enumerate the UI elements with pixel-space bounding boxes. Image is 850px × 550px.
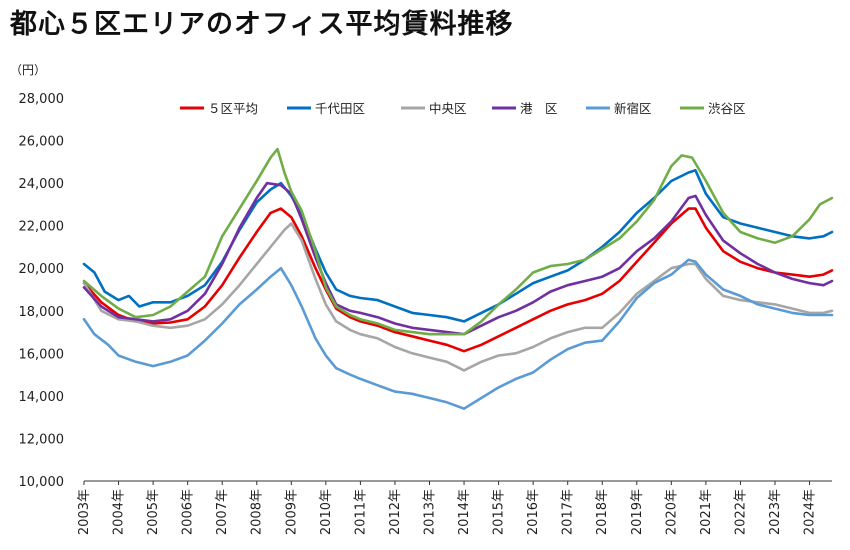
x-tick-label: 2016年 [526, 489, 541, 535]
series-lines [82, 147, 834, 410]
chart-title: 都心５区エリアのオフィス平均賃料推移 [10, 9, 514, 40]
legend-label: ５区平均 [208, 101, 258, 116]
series-line [82, 181, 834, 336]
y-tick-label: 24,000 [19, 177, 65, 192]
y-axis-unit-label: （円） [10, 63, 46, 77]
y-tick-label: 22,000 [19, 220, 65, 235]
y-tick-label: 18,000 [19, 305, 65, 320]
x-tick-label: 2013年 [422, 489, 437, 535]
x-tick-label: 2007年 [215, 489, 230, 535]
x-tick-label: 2012年 [388, 489, 403, 535]
y-tick-label: 14,000 [19, 390, 65, 405]
x-tick-label: 2018年 [595, 489, 610, 535]
x-tick-label: 2006年 [181, 489, 196, 535]
y-tick-label: 28,000 [19, 92, 65, 107]
y-axis-ticks: 10,000 12,000 14,000 16,000 18,000 20,000 22,0… [19, 92, 65, 490]
x-tick-label: 2023年 [768, 489, 783, 535]
series-line [82, 207, 834, 353]
y-tick-label: 20,000 [19, 262, 65, 277]
series-line [82, 147, 834, 336]
series-line [82, 222, 834, 372]
x-tick-label: 2008年 [250, 489, 265, 535]
x-tick-label: 2015年 [492, 489, 507, 535]
x-tick-label: 2019年 [630, 489, 645, 535]
x-tick-label: 2020年 [664, 489, 679, 535]
y-tick-label: 12,000 [19, 432, 65, 447]
x-tick-label: 2005年 [146, 489, 161, 535]
x-tick-label: 2010年 [319, 489, 334, 535]
x-tick-label: 2011年 [353, 489, 368, 535]
x-tick-label: 2017年 [561, 489, 576, 535]
y-tick-label: 10,000 [19, 475, 65, 490]
legend: ５区平均 千代田区 中央区 港 区 新宿区 渋谷区 [180, 101, 746, 116]
legend-label: 渋谷区 [708, 101, 746, 116]
x-tick-label: 2003年 [77, 489, 92, 535]
x-tick-label: 2009年 [284, 489, 299, 535]
legend-label: 中央区 [429, 101, 467, 116]
legend-label: 港 区 [520, 101, 558, 116]
legend-label: 千代田区 [315, 101, 365, 116]
y-tick-label: 26,000 [19, 135, 65, 150]
legend-label: 新宿区 [614, 101, 652, 116]
x-tick-label: 2022年 [733, 489, 748, 535]
x-tick-label: 2024年 [803, 489, 818, 535]
x-tick-label: 2021年 [699, 489, 714, 535]
x-tick-label: 2004年 [112, 489, 127, 535]
y-tick-label: 16,000 [19, 347, 65, 362]
x-axis-ticks: 2003年 2004年 2005年 2006年 2007年 2008年 2009年 2010年… [77, 481, 818, 535]
x-tick-label: 2014年 [457, 489, 472, 535]
series-line [82, 258, 834, 410]
series-line [82, 169, 834, 323]
